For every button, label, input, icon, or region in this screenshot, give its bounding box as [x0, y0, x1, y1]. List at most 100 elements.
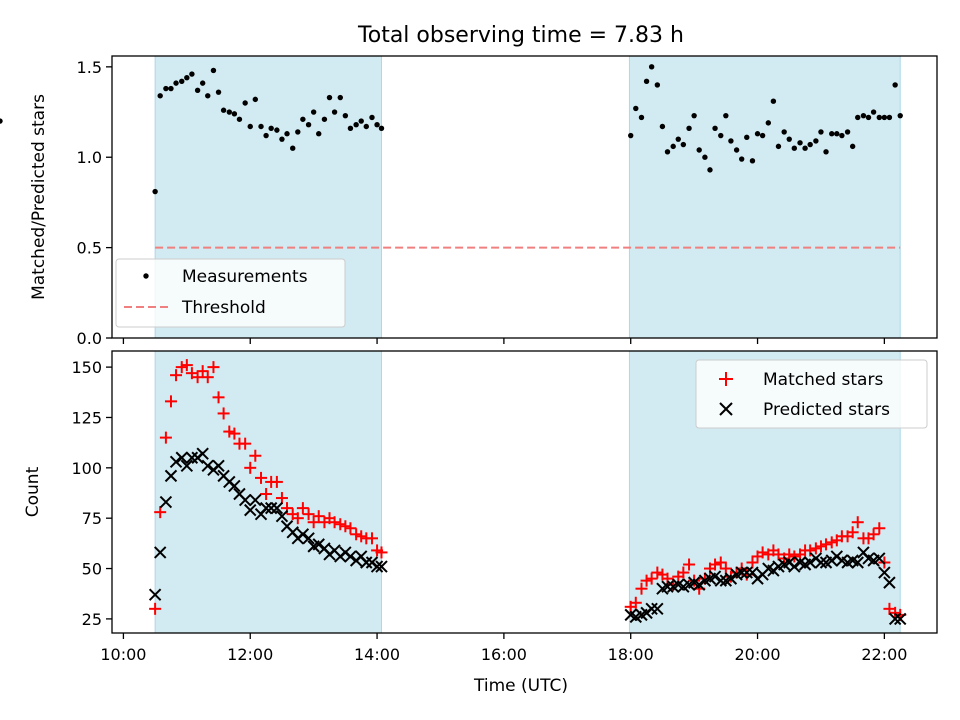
predicted-star-point	[249, 493, 262, 507]
measurement-point	[770, 98, 777, 104]
matched-star-point	[640, 574, 653, 587]
predicted-star-point	[894, 612, 907, 626]
measurement-point	[231, 111, 238, 117]
matched-star-point	[307, 516, 320, 529]
y-tick-label: 100	[71, 459, 102, 478]
legend-matched-label: Matched stars	[763, 370, 883, 390]
measurement-point	[849, 143, 856, 150]
matched-star-point	[212, 391, 225, 404]
measurement-point	[374, 121, 380, 128]
x-axis-label: Time (UTC)	[473, 676, 568, 696]
bottom-legend: Matched stars Predicted stars	[695, 359, 928, 429]
x-tick-label: 20:00	[734, 645, 780, 664]
predicted-star-point	[201, 459, 214, 473]
x-tick-label: 12:00	[227, 645, 273, 664]
measurement-point	[686, 125, 692, 132]
predicted-star-point	[275, 509, 289, 523]
matched-star-point	[635, 582, 648, 595]
matched-star-point	[239, 437, 252, 450]
legend-matched-marker	[719, 372, 733, 386]
measurement-point	[728, 138, 734, 144]
measurement-point	[733, 147, 740, 153]
matched-star-point	[629, 596, 642, 609]
measurement-point	[781, 129, 787, 135]
y-tick-label: 25	[82, 610, 102, 629]
measurement-point	[363, 123, 369, 130]
predicted-star-point	[814, 556, 828, 569]
predicted-star-point	[212, 459, 225, 473]
predicted-star-point	[312, 538, 325, 551]
bottom-y-axis-ticks: 25 50 75 100 125 150	[71, 358, 112, 629]
x-tick-label: 16:00	[481, 645, 527, 664]
measurement-point	[691, 112, 697, 119]
matched-star-point	[159, 431, 172, 444]
matched-star-point	[873, 522, 886, 535]
measurement-point	[765, 120, 772, 126]
predicted-star-point	[228, 479, 241, 493]
measurement-point	[152, 188, 158, 195]
measurement-point	[659, 123, 666, 130]
matched-star-point	[846, 526, 859, 539]
matched-star-point	[154, 506, 167, 519]
measurement-point	[205, 93, 211, 99]
predicted-star-point	[788, 560, 801, 573]
legend-measurements-label: Measurements	[182, 267, 308, 287]
measurement-point	[189, 71, 195, 77]
measurement-point	[268, 125, 274, 132]
predicted-star-point	[164, 469, 178, 483]
measurement-point	[802, 145, 808, 151]
predicted-star-point	[296, 528, 310, 541]
measurement-point	[0, 118, 3, 124]
top-panel: 0.0 0.5 1.0 1.5 Matched/Predicted stars Mea…	[0, 55, 938, 348]
bottom-y-axis-label: Count	[23, 466, 43, 517]
measurement-point	[194, 87, 201, 94]
matched-star-point	[677, 566, 690, 579]
measurement-point	[252, 96, 259, 103]
measurement-point	[369, 114, 375, 121]
predicted-star-point	[661, 580, 674, 593]
top-legend: Measurements Threshold	[115, 258, 346, 328]
predicted-star-point	[878, 566, 891, 579]
shaded-interval-1	[154, 350, 383, 634]
x-tick-label: 10:00	[100, 645, 146, 664]
measurement-point	[168, 85, 174, 92]
measurement-point	[226, 109, 233, 115]
predicted-star-point	[708, 570, 722, 583]
predicted-star-point	[883, 576, 896, 589]
measurement-point	[823, 149, 829, 155]
measurement-point	[707, 167, 713, 173]
measurement-point	[839, 132, 845, 139]
measurement-point	[310, 109, 317, 115]
measurement-point	[696, 147, 702, 153]
measurement-point	[295, 129, 301, 135]
y-tick-label: 0.5	[77, 239, 102, 258]
top-x-axis-ticks	[122, 338, 886, 344]
predicted-star-point	[238, 493, 252, 507]
measurement-point	[179, 78, 185, 85]
measurement-point	[163, 85, 169, 92]
bottom-legend-box	[695, 359, 928, 429]
predicted-star-point	[851, 556, 864, 569]
measurement-point	[860, 112, 867, 119]
measurement-point	[263, 132, 269, 139]
y-tick-label: 150	[71, 358, 102, 377]
matched-star-point	[889, 606, 902, 619]
y-tick-label: 1.5	[77, 58, 102, 77]
matched-star-point	[756, 546, 769, 559]
measurement-point	[675, 136, 681, 142]
y-tick-label: 50	[82, 560, 102, 579]
matched-star-point	[355, 530, 368, 543]
shaded-interval-2	[628, 55, 901, 339]
measurement-point	[300, 116, 306, 122]
matched-star-point	[645, 572, 658, 585]
measurement-point	[791, 145, 798, 151]
predicted-star-point	[724, 572, 738, 585]
measurement-point	[738, 156, 745, 162]
measurement-point	[184, 74, 190, 81]
measurement-point	[813, 138, 819, 144]
measurement-point	[829, 131, 835, 137]
predicted-star-point	[302, 532, 315, 545]
predicted-star-point	[645, 602, 658, 616]
matched-star-point	[270, 475, 283, 488]
